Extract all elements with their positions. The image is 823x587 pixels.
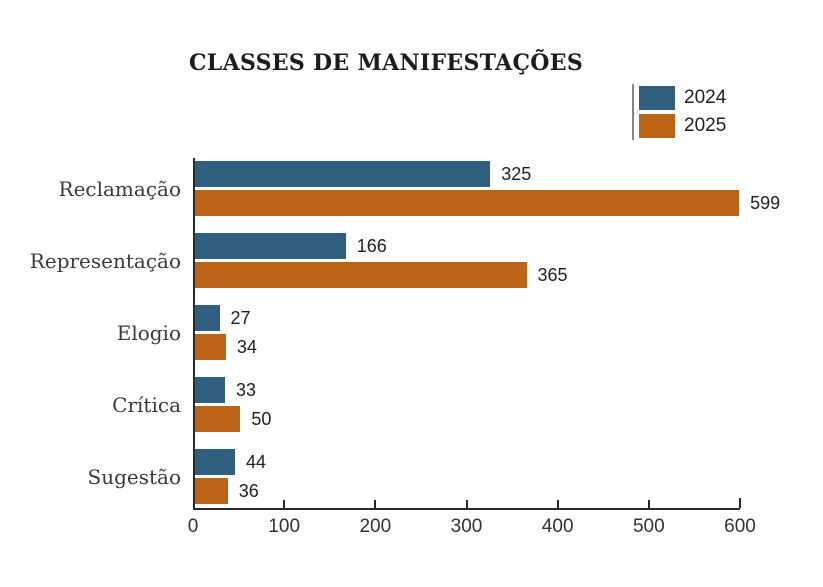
category-label-sugestao: Sugestão — [87, 464, 182, 489]
x-axis-tick — [739, 498, 741, 508]
legend-item-2024: 2024 — [639, 86, 726, 110]
x-axis-tick-label: 300 — [450, 516, 483, 537]
legend: 2024 2025 — [632, 84, 726, 140]
value-label-2024-elogio: 27 — [230, 307, 251, 328]
bar-row: 44 — [195, 449, 740, 475]
value-label-2025-critica: 50 — [251, 408, 272, 429]
x-axis-line — [193, 508, 740, 510]
x-axis-tick-label: 200 — [359, 516, 392, 537]
x-axis-tick — [283, 500, 286, 508]
bar-group-sugestao: Sugestão 44 36 — [88, 449, 740, 504]
bar-2025-elogio — [195, 334, 226, 360]
bar-2024-representacao — [195, 233, 346, 259]
x-axis-tick-label: 100 — [268, 516, 301, 537]
legend-item-2025: 2025 — [639, 114, 726, 138]
bar-2025-representacao — [195, 262, 527, 288]
bar-row: 325 — [195, 161, 740, 187]
bar-2024-sugestao — [195, 449, 235, 475]
bar-groups: Reclamação 325 599 Representação 166 — [30, 161, 780, 504]
x-axis-tick-label: 0 — [187, 516, 199, 537]
x-axis-tick — [647, 500, 650, 508]
legend-swatch-2024 — [639, 86, 675, 110]
bar-row: 166 — [195, 233, 740, 259]
legend-label-2024: 2024 — [684, 87, 727, 108]
value-label-2024-representacao: 166 — [356, 235, 387, 256]
value-label-2025-representacao: 365 — [537, 264, 568, 285]
bar-row: 50 — [195, 406, 740, 432]
x-axis-tick-label: 500 — [632, 516, 665, 537]
bar-2025-reclamacao — [195, 190, 740, 216]
value-label-2025-elogio: 34 — [236, 336, 257, 357]
x-axis-tick — [374, 500, 377, 508]
bar-2025-sugestao — [195, 478, 228, 504]
category-label-critica: Crítica — [112, 392, 181, 417]
bar-row: 36 — [195, 478, 740, 504]
category-label-reclamacao: Reclamação — [58, 176, 181, 201]
bar-row: 27 — [195, 305, 740, 331]
x-axis-tick-labels: 0 100 200 300 400 500 600 — [188, 516, 756, 540]
value-label-2024-sugestao: 44 — [245, 451, 266, 472]
bar-group-representacao: Representação 166 365 — [30, 233, 740, 288]
value-label-2025-sugestao: 36 — [238, 480, 259, 501]
x-axis-tick — [465, 500, 468, 508]
category-label-elogio: Elogio — [116, 320, 181, 345]
category-label-representacao: Representação — [29, 248, 181, 273]
bar-2024-critica — [195, 377, 225, 403]
bar-2024-elogio — [195, 305, 220, 331]
bar-row: 33 — [195, 377, 740, 403]
chart-title: CLASSES DE MANIFESTAÇÕES — [189, 50, 584, 76]
bar-row: 365 — [195, 262, 740, 288]
value-label-2024-critica: 33 — [235, 379, 256, 400]
legend-label-2025: 2025 — [684, 115, 727, 136]
x-axis-tick-label: 400 — [541, 516, 574, 537]
bar-group-critica: Crítica 33 50 — [112, 377, 740, 432]
bar-row: 34 — [195, 334, 740, 360]
x-axis-tick-label: 600 — [724, 516, 756, 537]
bar-group-elogio: Elogio 27 34 — [117, 305, 740, 360]
value-label-2025-reclamacao: 599 — [750, 192, 781, 213]
plot-area: Reclamação 325 599 Representação 166 — [30, 154, 780, 510]
bar-2025-critica — [195, 406, 241, 432]
bar-row: 599 — [195, 190, 780, 216]
y-axis-line — [193, 158, 195, 510]
x-axis-tick — [556, 500, 559, 508]
bar-2024-reclamacao — [195, 161, 491, 187]
bar-group-reclamacao: Reclamação 325 599 — [59, 161, 780, 216]
value-label-2024-reclamacao: 325 — [501, 163, 532, 184]
legend-swatch-2025 — [639, 114, 675, 138]
